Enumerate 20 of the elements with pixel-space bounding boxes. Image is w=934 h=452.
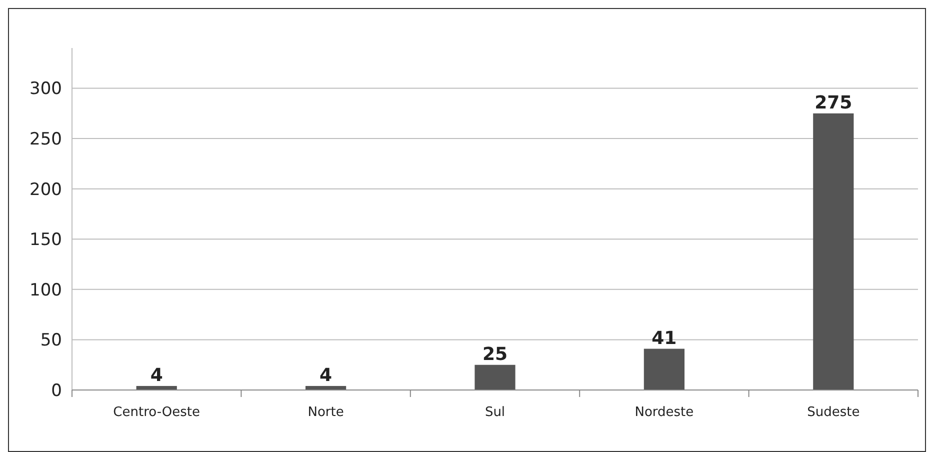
- y-tick-label: 200: [30, 180, 62, 200]
- y-tick-label: 300: [30, 79, 62, 100]
- x-tick-label: Nordeste: [634, 405, 694, 420]
- y-tick-label: 250: [30, 129, 62, 150]
- y-tick-label: 150: [30, 230, 62, 250]
- data-label: 41: [652, 328, 677, 349]
- y-tick-label: 0: [51, 380, 62, 401]
- y-tick-label: 50: [40, 330, 62, 351]
- bar: [474, 364, 516, 390]
- data-label: 25: [482, 344, 508, 365]
- bar: [813, 113, 854, 390]
- data-label: 275: [814, 92, 852, 114]
- x-tick-label: Centro-Oeste: [113, 405, 200, 420]
- y-tick-label: 100: [30, 280, 62, 300]
- data-label: 4: [320, 364, 332, 386]
- bar: [644, 348, 685, 390]
- x-tick-label: Sul: [484, 405, 506, 420]
- x-tick-label: Sudeste: [807, 405, 860, 420]
- data-label: 4: [150, 364, 163, 386]
- x-tick-label: Norte: [308, 405, 344, 420]
